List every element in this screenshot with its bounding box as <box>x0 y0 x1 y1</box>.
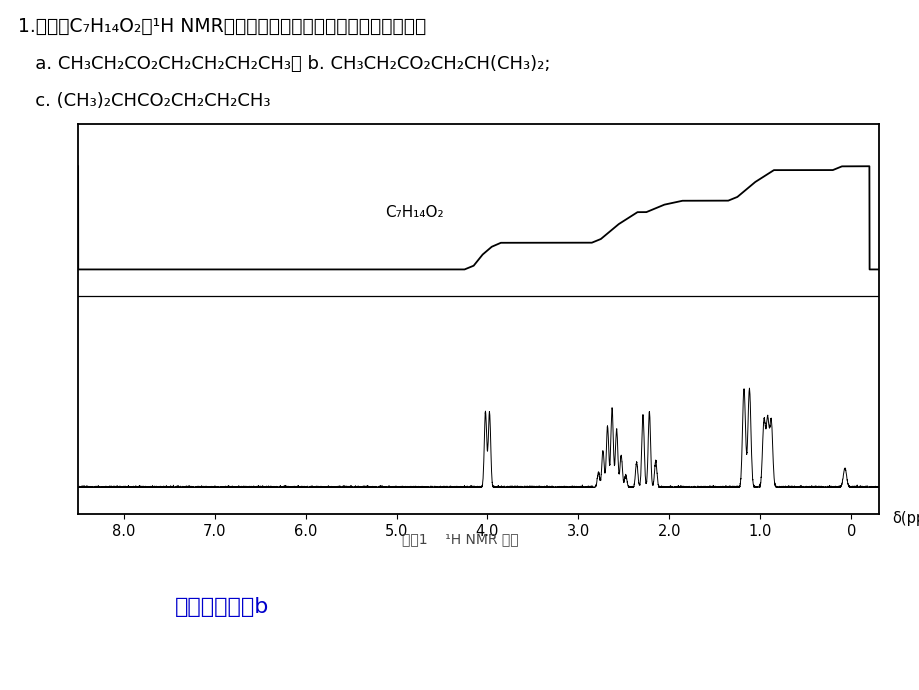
Text: 1.化合物C₇H₁₄O₂的¹H NMR谱图如下，它是下列结构式中的那一种？: 1.化合物C₇H₁₄O₂的¹H NMR谱图如下，它是下列结构式中的那一种？ <box>18 17 426 37</box>
Text: 习题1    ¹H NMR 谱图: 习题1 ¹H NMR 谱图 <box>402 533 517 546</box>
Text: 解：化合物为b: 解：化合物为b <box>175 597 269 617</box>
Text: a. CH₃CH₂CO₂CH₂CH₂CH₂CH₃； b. CH₃CH₂CO₂CH₂CH(CH₃)₂;: a. CH₃CH₂CO₂CH₂CH₂CH₂CH₃； b. CH₃CH₂CO₂CH… <box>18 55 550 73</box>
Text: δ(ppm): δ(ppm) <box>891 511 919 526</box>
Text: C₇H₁₄O₂: C₇H₁₄O₂ <box>385 205 444 219</box>
Text: c. (CH₃)₂CHCO₂CH₂CH₂CH₃: c. (CH₃)₂CHCO₂CH₂CH₂CH₃ <box>18 92 270 110</box>
